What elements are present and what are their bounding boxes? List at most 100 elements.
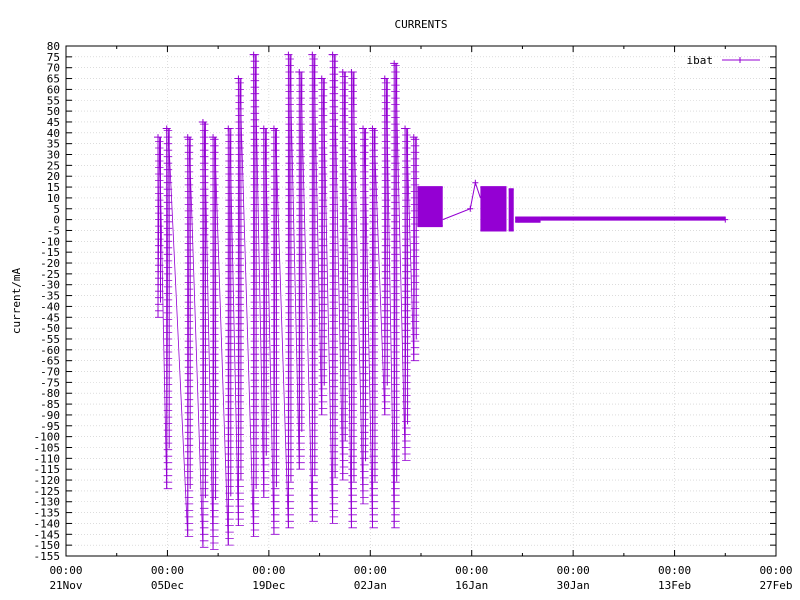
ibat-cycle-markers [309, 58, 318, 522]
ibat-cycle-peak [390, 60, 399, 67]
ibat-cycle-peak [198, 118, 207, 125]
ibat-cycle-markers [410, 138, 420, 362]
ibat-cycle [347, 69, 357, 529]
y-tick-label: -125 [34, 485, 61, 498]
x-tick-time: 00:00 [252, 564, 285, 577]
x-tick-time: 00:00 [151, 564, 184, 577]
ibat-cycle-markers [199, 123, 209, 548]
x-tick-time: 00:00 [557, 564, 590, 577]
grid-lines [65, 45, 777, 557]
y-tick-label: 30 [47, 149, 60, 162]
ibat-cycle-peak [183, 134, 192, 141]
y-tick-label: -115 [34, 463, 61, 476]
ibat-trace [157, 54, 416, 550]
y-tick-label: 70 [47, 62, 60, 75]
ibat-cycle-markers [155, 141, 164, 318]
ibat-cycle-peak [308, 51, 317, 58]
y-tick-label: -140 [34, 517, 61, 530]
ibat-cycle [269, 125, 280, 535]
ibat-cycle [183, 134, 194, 537]
y-tick-label: 0 [53, 214, 60, 227]
x-tick-date: 02Jan [354, 579, 387, 592]
y-tick-label: -100 [34, 431, 61, 444]
ibat-cycle [328, 51, 339, 524]
ibat-cycle [209, 134, 219, 550]
y-tick-label: 5 [53, 203, 60, 216]
ibat-cycle-peak [269, 125, 278, 132]
ibat-cycle [308, 51, 318, 522]
ibat-dense-block [508, 189, 514, 231]
x-tick-time: 00:00 [759, 564, 792, 577]
x-tick-time: 00:00 [49, 564, 82, 577]
x-tick-time: 00:00 [354, 564, 387, 577]
ibat-point [515, 216, 522, 223]
x-tick-date: 13Feb [658, 579, 691, 592]
y-tick-label: 50 [47, 105, 60, 118]
ibat-cycle-markers [402, 128, 411, 461]
ibat-cycle [380, 75, 391, 416]
y-tick-label: -95 [40, 420, 60, 433]
ibat-cycle-peak [401, 125, 410, 132]
y-tick-label: -150 [34, 539, 61, 552]
ibat-cycle-peak [209, 134, 218, 141]
y-tick-label: 10 [47, 192, 60, 205]
ibat-cycle [295, 69, 305, 470]
ibat-cycle [162, 125, 173, 490]
legend-label: ibat [687, 54, 714, 67]
y-tick-label: 65 [47, 73, 60, 86]
plot-frame [65, 45, 777, 557]
ibat-cycle [198, 118, 209, 548]
ibat-cycle-peak [347, 69, 356, 76]
ibat-cycle [368, 125, 378, 529]
ibat-cycle-peak [224, 125, 233, 132]
y-tick-label: 55 [47, 94, 60, 107]
x-axis-ticks: 00:00 21Nov 00:00 05Dec 00:00 19Dec 00:00 02Jan… [49, 46, 793, 592]
x-tick-time: 00:00 [455, 564, 488, 577]
x-tick-date: 19Dec [252, 579, 285, 592]
y-tick-label: -35 [40, 290, 60, 303]
y-tick-label: -40 [40, 300, 60, 313]
y-tick-label: 40 [47, 127, 60, 140]
y-tick-label: -30 [40, 279, 60, 292]
y-tick-label: -75 [40, 376, 60, 389]
ibat-cycle-markers [250, 54, 260, 537]
ibat-cycle-markers [225, 128, 234, 546]
ibat-cycle [259, 125, 270, 498]
y-tick-label: -85 [40, 398, 60, 411]
y-tick-label: 45 [47, 116, 60, 129]
y-tick-label: 20 [47, 170, 60, 183]
ibat-dense-block [480, 187, 507, 231]
ibat-cycle-peak [317, 75, 326, 82]
ibat-cycle-markers [369, 130, 378, 529]
ibat-cycle-peak [154, 134, 163, 141]
ibat-cycle-markers [318, 82, 328, 416]
y-tick-label: -55 [40, 333, 60, 346]
y-tick-label: 25 [47, 159, 60, 172]
y-tick-label: -120 [34, 474, 61, 487]
ibat-cycle-markers [296, 71, 305, 470]
y-tick-label: 15 [47, 181, 60, 194]
ibat-cycle [317, 75, 328, 416]
ibat-cycle-peak [259, 125, 268, 132]
x-tick-date: 16Jan [455, 579, 488, 592]
ibat-cycle [359, 125, 369, 505]
ibat-cycle-markers [360, 132, 369, 505]
ibat-dense-block [515, 217, 541, 222]
y-axis-ticks: -155-150-145-140-135-130-125-120-115-110… [34, 40, 776, 563]
ibat-cycle [234, 75, 244, 526]
ibat-cycle-peak [249, 51, 258, 58]
ibat-cycle-peak [295, 69, 304, 76]
ibat-cycle [338, 69, 349, 481]
y-tick-label: 60 [47, 83, 60, 96]
y-tick-label: -5 [47, 224, 60, 237]
ibat-cycle [154, 134, 164, 318]
ibat-cycle-markers [260, 132, 270, 498]
legend-marker [737, 57, 743, 63]
ibat-cycle [409, 134, 420, 362]
ibat-dense-block [417, 187, 443, 227]
ibat-cycle-markers [270, 130, 280, 535]
y-tick-label: -10 [40, 235, 60, 248]
y-tick-label: -20 [40, 257, 60, 270]
